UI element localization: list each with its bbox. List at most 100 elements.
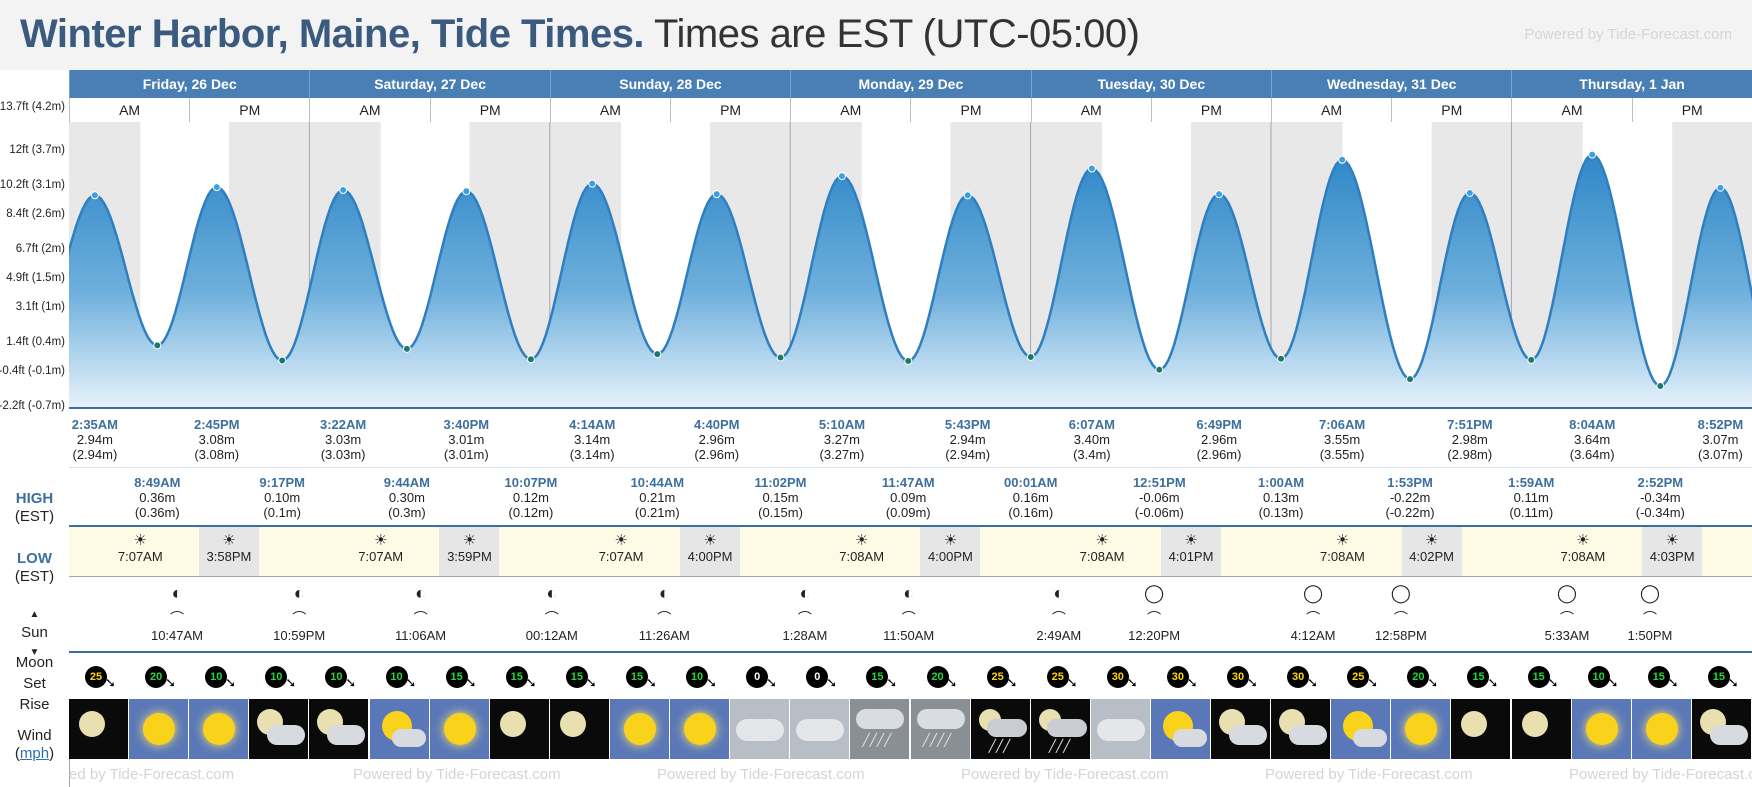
high-tide-point [712,190,721,199]
wind-unit-link[interactable]: mph [19,745,50,762]
powered-by-footer-text[interactable]: Powered by Tide-Forecast.com [1569,766,1752,783]
low-tide-height-paren: (-0.34m) [1635,505,1685,520]
high-tide-time: 3:22AM [319,417,367,432]
moon-rise-time: 5:33AM [1544,628,1590,643]
weather-night-clear-icon [489,699,550,759]
wind-speed-badge: 10 [265,666,288,688]
sunset-band [1642,527,1703,576]
day-header: Friday, 26 Dec [69,70,309,98]
moon-rise-icon: ⌒ [1559,610,1574,626]
wind-direction-arrow-icon: ➘ [1066,675,1078,690]
moon-set-entry: ◯ ⌒ 12:20PM [1124,583,1184,643]
high-low-divider [69,467,1752,468]
wind-speed-badge: 15 [625,666,648,688]
low-tide-time: 10:07PM [504,475,558,490]
weather-rain-icon: ╱╱╱╱ [850,699,911,759]
wind-speed-badge: 15 [866,666,889,688]
y-axis-tick-label: 10.2ft (3.1m) [0,178,65,191]
powered-by-footer-text[interactable]: ed by Tide-Forecast.com [69,766,235,783]
wind-direction-arrow-icon: ➘ [766,675,778,690]
weather-night-clear-icon [1511,699,1572,759]
wind-direction-arrow-icon: ➘ [1247,675,1258,690]
high-tide-time: 5:10AM [818,417,866,432]
moon-set-icon: ⌒ [170,610,184,626]
ampm-label: PM [670,98,790,122]
wind-direction-arrow-icon: ➘ [1006,675,1018,690]
low-tide-point [776,353,785,362]
day-header: Wednesday, 31 Dec [1271,70,1511,98]
ampm-row: AM PM AM PM AM PM AM PM AM PM AM PM AM PM [69,98,1752,123]
weather-night-clear-icon [549,699,610,759]
high-label: HIGH (EST) [14,490,55,525]
moon-set-icon: ⌒ [657,610,672,626]
high-tide-entry: 6:07AM 3.40m (3.4m) [1047,417,1137,462]
wind-direction-arrow-icon: ➘ [525,675,537,690]
weather-row: ╱╱╱╱ ╱╱╱╱ ╱╱╱ ╱╱╱ [69,699,1752,759]
moon-rise-entry: ◯ ⌒ 4:12AM [1283,583,1343,643]
wind-speed-badge: 15 [565,666,588,688]
high-tide-time: 2:45PM [193,417,240,432]
sunset-icon: ☀ [462,532,477,549]
sunrise-entry: ☀ 7:07AM [351,531,411,564]
weather-sunny-icon [1391,699,1452,759]
moon-phase-icon: ◐ [171,583,183,603]
day-header: Saturday, 27 Dec [309,70,549,98]
low-tide-height-paren: (0.12m) [508,505,554,520]
powered-by-top[interactable]: Powered by Tide-Forecast.com [1524,26,1732,43]
weather-sunny-icon [1571,699,1632,759]
high-tide-entry: 3:22AM 3.03m (3.03m) [298,417,388,462]
high-tide-point [1338,155,1347,164]
high-tide-time: 6:07AM [1068,417,1115,432]
low-tide-point [526,355,535,364]
wind-direction-arrow-icon: ➘ [1727,675,1739,690]
wind-direction-arrow-icon: ➘ [1667,675,1679,690]
weather-sunny-icon [129,699,190,759]
powered-by-footer-text[interactable]: Powered by Tide-Forecast.com [353,766,561,783]
wind-direction-arrow-icon: ➘ [1487,675,1499,690]
ampm-label: AM [69,98,189,122]
low-tide-height: -0.06m [1139,490,1180,505]
powered-by-footer-text[interactable]: Powered by Tide-Forecast.com [1265,766,1473,783]
low-tide-entry: 1:00AM 0.13m (0.13m) [1236,475,1326,520]
low-tide-point [1155,365,1164,374]
weather-night-cloudy-icon [309,699,370,759]
sunset-band [1401,527,1462,576]
wind-direction-arrow-icon: ➘ [465,675,477,690]
wind-direction-arrow-icon: ➘ [946,675,958,690]
low-tide-height-paren: (-0.22m) [1385,505,1435,520]
powered-by-footer-text[interactable]: Powered by Tide-Forecast.com [961,766,1169,783]
low-tide-height: 0.30m [388,490,425,505]
weather-cloudy-icon [730,699,791,759]
sunrise-time: 7:08AM [1320,549,1365,564]
low-tide-entry: 1:59AM 0.11m (0.11m) [1486,475,1576,520]
moon-label: Moon Set Rise [15,654,54,713]
wind-speed-badge: 30 [1166,666,1189,688]
y-axis-tick-label: -0.4ft (-0.1m) [0,365,65,378]
wind-direction-arrow-icon: ➘ [1367,675,1379,690]
weather-night-clear-icon [1451,699,1512,759]
weather-night-cloudy-icon [1271,699,1332,759]
moon-set-icon: ⌒ [413,610,428,626]
ampm-label: AM [549,98,670,122]
powered-by-footer-text[interactable]: Powered by Tide-Forecast.com [657,766,865,783]
moon-set-icon: ⌒ [1642,610,1657,626]
high-tide-height: 3.03m [325,432,362,447]
sunset-entry: ☀ 4:03PM [1642,531,1702,564]
low-tide-height-paren: (0.13m) [1258,505,1304,520]
wind-speed-badge: 10 [325,666,348,688]
wind-direction-arrow-icon: ➘ [1547,675,1559,690]
moon-rise-entry: ◐ ⌒ 00:12AM [522,583,582,643]
sunrise-time: 7:08AM [839,549,885,564]
low-tide-entry: 10:44AM 0.21m (0.21m) [612,475,702,520]
low-tide-point [1527,355,1536,364]
moon-set-entry: ◐ ⌒ 11:50AM [879,583,939,643]
powered-by-bottom[interactable]: ed by Tide-Forecast.com Powered by Tide-F… [69,762,1752,787]
wind-speed-badge: 25 [1347,666,1370,688]
wind-direction-arrow-icon: ➘ [345,675,357,690]
wind-speed-badge: 15 [505,666,528,688]
ampm-label: AM [1511,98,1631,122]
sunrise-time: 7:08AM [1079,549,1125,564]
sunrise-time: 7:07AM [117,549,163,564]
moon-phase-icon: ◐ [546,583,558,603]
high-tide-point [462,187,471,196]
